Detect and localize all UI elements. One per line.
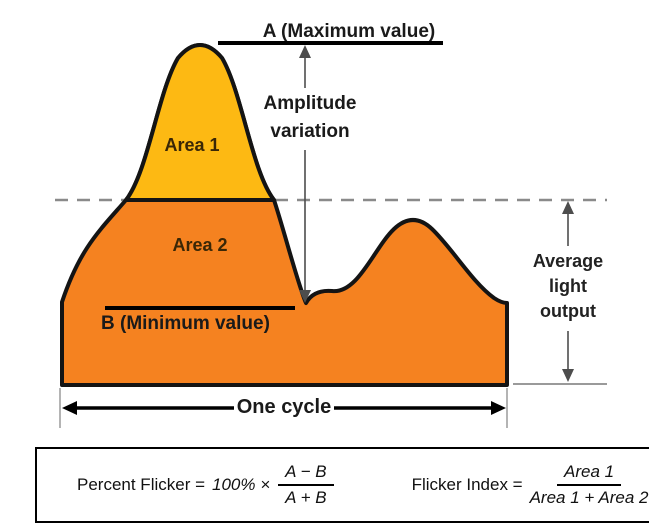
formula-box: Percent Flicker = 100% × A − B A + B Fli… — [35, 447, 649, 523]
amplitude-arrowhead-down-icon — [299, 290, 311, 303]
cycle-arrowhead-right-icon — [491, 401, 506, 415]
flicker-index-formula: Flicker Index = Area 1 Area 1 + Area 2 — [412, 462, 649, 508]
average-arrowhead-up-icon — [562, 201, 574, 214]
percent-flicker-denominator: A + B — [285, 488, 327, 507]
percent-flicker-coefficient: 100% × — [212, 475, 271, 494]
average-light-output-label: Average light output — [518, 249, 618, 324]
flicker-index-fraction: Area 1 Area 1 + Area 2 — [530, 462, 649, 508]
waveform-shape-area1 — [124, 43, 276, 202]
maximum-value-label: A (Maximum value) — [262, 21, 436, 42]
flicker-index-denominator: Area 1 + Area 2 — [529, 488, 649, 507]
one-cycle-label: One cycle — [236, 396, 332, 418]
amplitude-variation-label-line2: variation — [270, 121, 350, 142]
percent-flicker-lhs: Percent Flicker = — [77, 475, 206, 494]
cycle-arrowhead-left-icon — [62, 401, 77, 415]
amplitude-arrowhead-up-icon — [299, 45, 311, 58]
average-light-output-label-line1: Average — [532, 251, 604, 271]
area1-label: Area 1 — [164, 135, 220, 155]
area2-label: Area 2 — [172, 235, 228, 255]
amplitude-variation-label: Amplitude variation — [240, 90, 380, 146]
minimum-value-label: B (Minimum value) — [101, 313, 270, 334]
percent-flicker-formula: Percent Flicker = 100% × A − B A + B — [77, 462, 334, 508]
percent-flicker-numerator: A − B — [278, 462, 334, 486]
flicker-index-lhs: Flicker Index = — [411, 475, 523, 494]
amplitude-variation-label-line1: Amplitude — [263, 93, 357, 114]
percent-flicker-fraction: A − B A + B — [278, 462, 334, 508]
average-light-output-label-line2: light — [549, 276, 587, 296]
average-arrowhead-down-icon — [562, 369, 574, 382]
average-light-output-label-line3: output — [540, 301, 596, 321]
flicker-index-numerator: Area 1 — [557, 462, 622, 486]
